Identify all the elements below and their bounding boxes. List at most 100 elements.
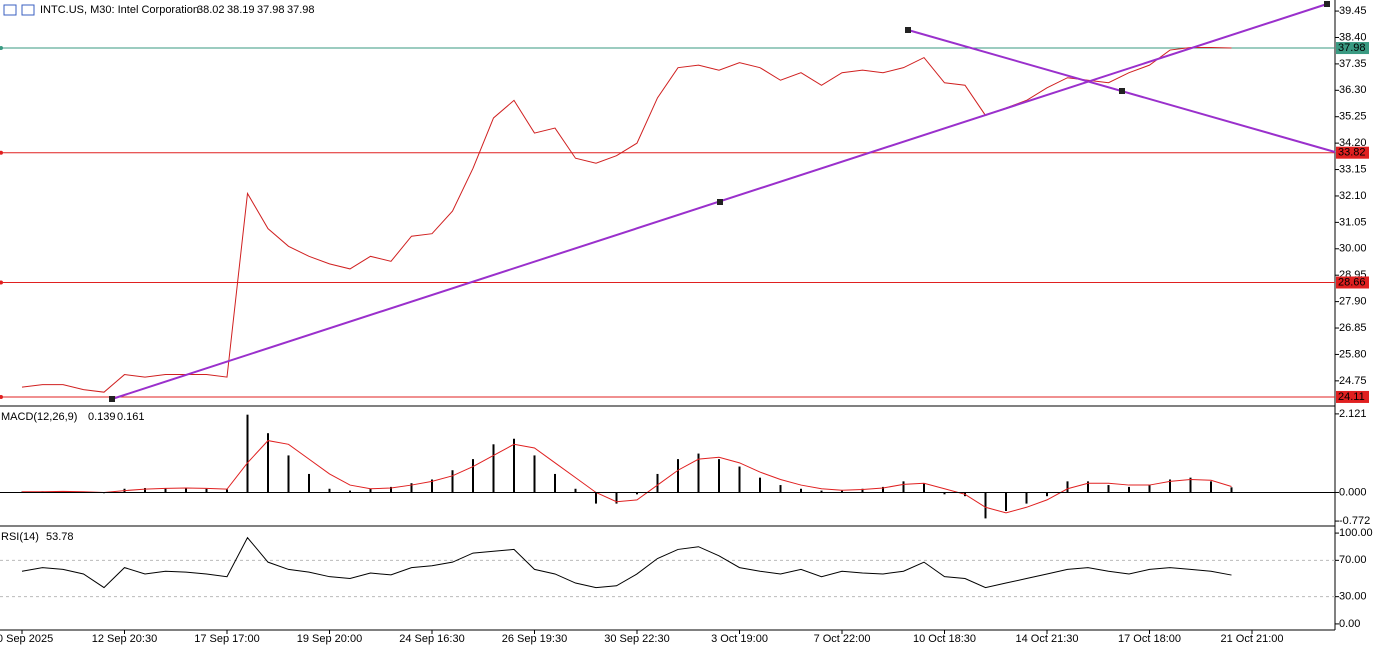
close-value: 37.98 <box>287 4 315 16</box>
histogram-bar <box>1128 486 1130 493</box>
histogram-bar <box>492 444 495 493</box>
histogram-bar <box>841 490 843 493</box>
x-tick-label: 21 Oct 21:00 <box>1221 633 1284 645</box>
histogram-bar <box>779 485 782 493</box>
histogram-bar <box>1087 481 1089 493</box>
series-line <box>21 536 1232 589</box>
trendline-handle[interactable] <box>905 27 911 33</box>
signal-value: 0.161 <box>117 411 145 423</box>
histogram-bar <box>943 492 946 495</box>
histogram-bar <box>1046 492 1048 497</box>
histogram-bar <box>533 455 536 493</box>
histogram-bar <box>1169 479 1171 493</box>
histogram-bar <box>923 483 925 493</box>
level-label: 24.11 <box>1338 391 1365 403</box>
histogram-bar <box>267 433 269 493</box>
histogram-bar <box>820 490 823 493</box>
histogram-bar <box>1025 492 1028 504</box>
x-tick-label: 10 Sep 2025 <box>0 633 53 645</box>
level-label-box <box>1336 276 1369 289</box>
histogram-bar <box>636 492 638 495</box>
y-tick-label: 36.30 <box>1339 84 1367 96</box>
x-tick-label: 10 Oct 18:30 <box>913 633 976 645</box>
histogram-bar <box>349 490 351 493</box>
y-tick-label: 34.20 <box>1339 137 1367 149</box>
x-tick-label: 30 Sep 22:30 <box>604 633 669 645</box>
series-line <box>21 47 1232 393</box>
histogram-bar <box>697 453 700 493</box>
histogram-bar <box>1005 492 1007 511</box>
histogram-bar <box>226 489 228 493</box>
histogram-bar <box>861 488 864 493</box>
histogram-bar <box>656 473 659 493</box>
y-tick-label: 37.35 <box>1339 58 1367 70</box>
y-tick-label: 32.10 <box>1339 190 1367 202</box>
histogram-bar <box>287 455 290 493</box>
macd-value: 0.139 <box>88 411 116 423</box>
histogram-bar <box>738 466 741 493</box>
x-tick-label: 26 Sep 19:30 <box>502 633 567 645</box>
y-tick-label: 38.40 <box>1339 31 1367 43</box>
histogram-bar <box>472 459 474 493</box>
x-tick-label: 17 Sep 17:00 <box>194 633 259 645</box>
histogram-bar <box>882 486 884 493</box>
y-tick-label: -0.772 <box>1339 515 1370 527</box>
histogram-bar <box>164 488 167 493</box>
histogram-bar <box>554 473 556 493</box>
menu-icon[interactable] <box>21 4 35 16</box>
x-tick-label: 17 Oct 18:00 <box>1118 633 1181 645</box>
histogram-bar <box>759 477 761 493</box>
histogram-bar <box>1107 485 1110 493</box>
level-handle <box>0 46 3 51</box>
histogram-bar <box>984 492 987 519</box>
histogram-bar <box>902 481 905 493</box>
histogram-bar <box>1189 477 1192 493</box>
trendline-handle[interactable] <box>717 199 723 205</box>
x-tick-label: 19 Sep 20:00 <box>297 633 362 645</box>
histogram-bar <box>431 479 433 493</box>
y-tick-label: 70.00 <box>1339 554 1367 566</box>
trendline-handle[interactable] <box>109 396 115 402</box>
y-tick-label: 0.000 <box>1339 486 1367 498</box>
chart-title: INTC.US, M30: Intel Corporation <box>40 4 199 16</box>
macd-title: MACD(12,26,9) <box>1 411 77 423</box>
level-label: 37.98 <box>1338 42 1366 54</box>
histogram-bar <box>718 459 720 493</box>
histogram-bar <box>1066 481 1069 493</box>
histogram-bar <box>390 486 392 493</box>
y-tick-label: 39.45 <box>1339 5 1367 17</box>
y-tick-label: 35.25 <box>1339 111 1367 123</box>
y-tick-label: 0.00 <box>1339 618 1360 630</box>
rsi-value: 53.78 <box>46 531 74 543</box>
histogram-bar <box>677 459 679 493</box>
rsi-title: RSI(14) <box>1 531 39 543</box>
y-tick-label: 30.00 <box>1339 591 1367 603</box>
x-tick-label: 14 Oct 21:30 <box>1016 633 1079 645</box>
level-handle <box>0 394 3 399</box>
y-tick-label: 25.80 <box>1339 348 1367 360</box>
histogram-bar <box>800 488 802 493</box>
trendline-handle[interactable] <box>1119 88 1125 94</box>
y-tick-label: 33.15 <box>1339 163 1367 175</box>
histogram-bar <box>185 488 187 493</box>
level-label: 28.66 <box>1338 276 1366 288</box>
histogram-bar <box>1148 485 1151 493</box>
histogram-bar <box>205 488 208 493</box>
y-tick-label: 100.00 <box>1339 527 1373 539</box>
open-value: 38.02 <box>197 4 225 16</box>
histogram-bar <box>62 491 64 493</box>
histogram-bar <box>369 488 372 493</box>
histogram-bar <box>246 414 249 493</box>
trendlines <box>109 1 1336 402</box>
level-label: 33.82 <box>1338 147 1366 159</box>
x-tick-label: 3 Oct 19:00 <box>711 633 768 645</box>
x-tick-label: 7 Oct 22:00 <box>814 633 871 645</box>
histogram-bar <box>144 488 146 493</box>
level-handle <box>0 280 3 285</box>
trendline-handle[interactable] <box>1324 1 1330 7</box>
y-tick-label: 24.75 <box>1339 375 1367 387</box>
menu-icon[interactable] <box>3 4 17 16</box>
y-tick-label: 27.90 <box>1339 296 1367 308</box>
